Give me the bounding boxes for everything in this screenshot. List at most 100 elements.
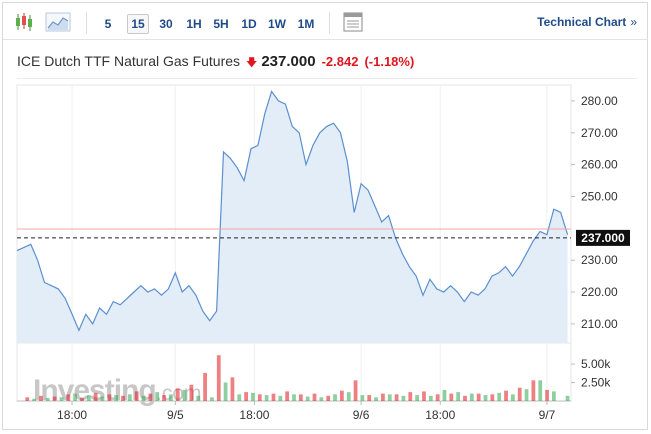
- price-change: -2.842: [321, 54, 359, 69]
- volume-bar-up: [360, 395, 365, 401]
- price-point: [188, 284, 191, 287]
- volume-bar-up: [141, 395, 146, 401]
- price-point: [332, 122, 335, 125]
- price-area: [17, 91, 568, 344]
- volume-bar-down: [134, 391, 139, 401]
- price-point: [470, 291, 473, 294]
- volume-bar-up: [182, 389, 187, 401]
- price-point: [201, 310, 204, 313]
- timeframe-5h[interactable]: 5H: [213, 17, 229, 31]
- volume-bar-up: [469, 393, 474, 401]
- y-tick-label: 210.00: [581, 317, 618, 331]
- price-point: [181, 291, 184, 294]
- price-point: [291, 125, 294, 128]
- volume-bar-down: [545, 389, 549, 401]
- price-point: [22, 246, 25, 249]
- chart-toolbar: 5 15 30 1H 5H 1D 1W 1M Technical Chart»: [3, 3, 647, 40]
- price-point: [98, 306, 101, 309]
- price-point: [552, 208, 555, 211]
- volume-bar-up: [415, 395, 419, 401]
- candlestick-icon[interactable]: [13, 11, 35, 33]
- chart-layout-icon[interactable]: [342, 11, 364, 33]
- volume-bar-up: [565, 395, 570, 401]
- price-point: [263, 112, 266, 115]
- timeframe-30[interactable]: 30: [159, 17, 173, 31]
- volume-bar-down: [162, 395, 166, 401]
- volume-bar-down: [422, 391, 426, 401]
- price-chart[interactable]: Investing.com237.000210.00220.00230.0025…: [3, 3, 647, 429]
- price-point: [139, 284, 142, 287]
- price-point: [153, 287, 156, 290]
- volume-bar-down: [216, 355, 221, 401]
- volume-bar-up: [114, 395, 119, 401]
- volume-bar-up: [387, 394, 392, 401]
- volume-bar-down: [298, 394, 303, 401]
- price-point: [174, 271, 177, 274]
- volume-bar-up: [305, 396, 310, 401]
- volume-bar-up: [497, 392, 502, 401]
- timeframe-15[interactable]: 15: [127, 14, 149, 34]
- current-price-label: 237.000: [581, 231, 625, 245]
- price-point: [77, 329, 80, 332]
- volume-bar-up: [319, 397, 324, 401]
- price-point: [256, 144, 259, 147]
- volume-bar-up: [483, 395, 488, 401]
- price-point: [126, 297, 129, 300]
- technical-chart-link[interactable]: Technical Chart»: [537, 15, 637, 29]
- price-line: [16, 90, 569, 332]
- volume-bar-up: [45, 398, 50, 401]
- price-point: [511, 275, 514, 278]
- volume-bar-down: [121, 395, 125, 401]
- volume-bar-down: [367, 395, 372, 401]
- volume-bar-up: [333, 394, 337, 401]
- price-point: [435, 287, 438, 290]
- timeframe-1h[interactable]: 1H: [186, 17, 202, 31]
- timeframe-1d[interactable]: 1D: [241, 17, 257, 31]
- x-tick-label: 18:00: [57, 408, 87, 422]
- instrument-header: ICE Dutch TTF Natural Gas Futures 🡇 237.00…: [17, 53, 414, 73]
- price-point: [339, 131, 342, 134]
- y-tick-label: 230.00: [581, 253, 618, 267]
- x-tick-label: 9/5: [167, 408, 184, 422]
- price-point: [422, 294, 425, 297]
- price-point: [387, 214, 390, 217]
- volume-bar-down: [271, 393, 276, 401]
- area-chart-icon[interactable]: [45, 11, 71, 33]
- volume-bar-up: [86, 395, 91, 401]
- timeframe-5[interactable]: 5: [104, 17, 112, 31]
- chart-widget: 5 15 30 1H 5H 1D 1W 1M Technical Chart» …: [2, 2, 648, 430]
- volume-bar-down: [504, 390, 508, 401]
- volume-bar-down: [203, 372, 207, 401]
- price-point: [346, 160, 349, 163]
- price-point: [194, 294, 197, 297]
- price-point: [518, 265, 521, 268]
- price-point: [401, 252, 404, 255]
- price-point: [428, 278, 431, 281]
- timeframe-1m[interactable]: 1M: [297, 17, 315, 31]
- price-point: [559, 211, 562, 214]
- volume-bar-down: [93, 392, 98, 401]
- price-point: [504, 265, 507, 268]
- price-point: [360, 182, 363, 185]
- volume-bar-up: [510, 394, 515, 401]
- watermark-text: Investing: [33, 374, 156, 407]
- volume-bar-up: [251, 392, 255, 401]
- volume-bar-down: [107, 394, 112, 401]
- price-point: [243, 179, 246, 182]
- volume-bar-down: [312, 393, 317, 401]
- price-point: [539, 230, 542, 233]
- volume-bar-up: [264, 395, 269, 401]
- last-price: 237.000: [261, 53, 316, 70]
- price-point: [167, 287, 170, 290]
- price-point: [284, 103, 287, 106]
- y-tick-label: 250.00: [581, 189, 618, 203]
- price-point: [84, 313, 87, 316]
- volume-bar-down: [39, 395, 43, 401]
- timeframe-1w[interactable]: 1W: [268, 17, 286, 31]
- volume-bar-down: [257, 394, 262, 401]
- volume-bar-up: [374, 397, 378, 401]
- y-tick-label: 260.00: [581, 158, 618, 172]
- down-arrow-icon: 🡇: [246, 57, 258, 69]
- volume-bar-up: [237, 394, 242, 401]
- volume-bar-up: [428, 395, 433, 401]
